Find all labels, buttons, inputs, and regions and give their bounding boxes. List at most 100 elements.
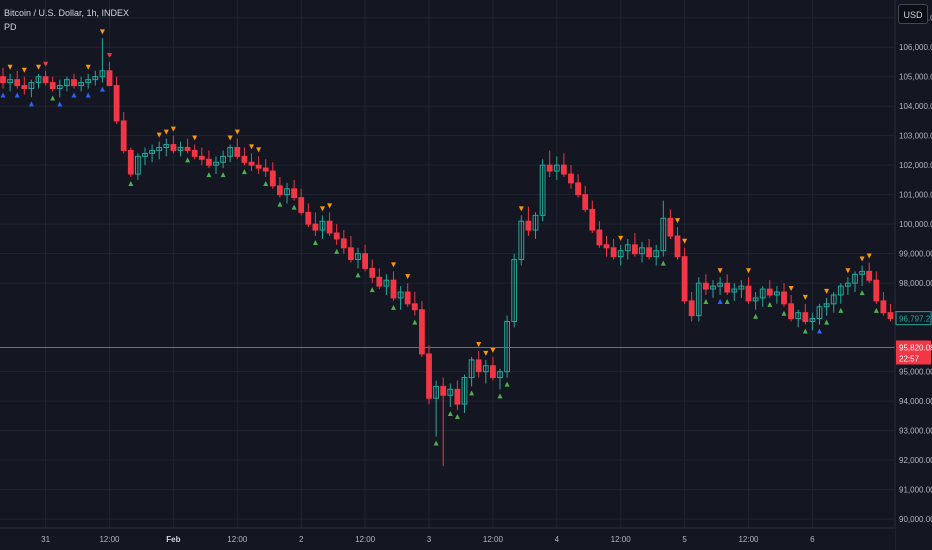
candle-body: [269, 170, 276, 187]
candle-body: [355, 253, 361, 261]
strong-buy-signal-marker: [71, 92, 77, 98]
buy-signal-marker: [312, 239, 318, 245]
candle-body: [227, 146, 234, 157]
buy-signal-marker: [433, 440, 439, 446]
candle-body: [433, 385, 440, 399]
sell-signal-marker: [618, 235, 624, 241]
candle-body: [0, 76, 6, 84]
buy-signal-marker: [447, 411, 453, 417]
sell-signal-marker: [476, 342, 482, 348]
candle-body: [561, 164, 567, 175]
x-tick-label: Feb: [166, 535, 180, 544]
sell-signal-marker: [866, 253, 872, 259]
sell-signal-marker: [21, 67, 27, 73]
candlestick-series: [0, 38, 894, 467]
y-tick-label: 92,000.00: [899, 456, 932, 465]
candle-body: [681, 256, 688, 302]
candle-body: [461, 377, 468, 405]
buy-signal-marker: [873, 307, 879, 313]
sell-signal-marker: [675, 218, 680, 224]
candle-body: [575, 182, 582, 196]
buy-signal-marker: [277, 201, 283, 207]
candle-body: [404, 291, 411, 305]
candle-body: [56, 85, 63, 89]
candle-body: [362, 253, 369, 269]
candle-body: [255, 164, 262, 169]
candle-body: [305, 211, 312, 225]
candle-body: [49, 82, 56, 89]
candle-body: [156, 146, 163, 151]
buy-signal-marker: [50, 95, 56, 101]
candle-body: [731, 288, 738, 293]
time-axis-background: [0, 528, 895, 550]
buy-signal-marker: [220, 172, 226, 178]
candle-body: [873, 279, 880, 302]
current-price-tag: [896, 340, 931, 365]
x-tick-label: 12:00: [611, 535, 632, 544]
candle-body: [113, 85, 120, 122]
candle-body: [880, 300, 887, 314]
candle-body: [525, 220, 532, 231]
x-tick-label: 5: [682, 535, 687, 544]
candle-body: [369, 267, 376, 278]
candle-body: [632, 244, 638, 255]
candle-body: [802, 312, 809, 323]
candle-body: [752, 297, 759, 302]
candle-body: [28, 82, 35, 89]
sell-signal-marker: [327, 203, 333, 209]
buy-signal-marker: [504, 381, 510, 387]
sell-signal-marker: [7, 64, 13, 70]
candle-body: [135, 155, 141, 175]
y-tick-label: 102,000.00: [899, 161, 932, 170]
candle-body: [568, 173, 574, 184]
sell-signal-marker: [163, 129, 169, 135]
candle-body: [724, 282, 731, 293]
candle-body: [440, 385, 447, 396]
y-tick-label: 100,000.00: [899, 220, 932, 229]
y-tick-label: 99,000.00: [899, 250, 932, 259]
sell-signal-marker: [36, 64, 41, 70]
candle-body: [7, 79, 13, 84]
sell-signal-marker: [405, 274, 411, 280]
currency-button[interactable]: USD: [898, 4, 928, 24]
x-tick-label: 31: [41, 535, 50, 544]
candle-body: [610, 247, 617, 258]
candle-body: [142, 152, 148, 157]
buy-signal-marker: [703, 298, 709, 304]
candle-body: [340, 238, 347, 249]
candle-body: [312, 223, 319, 231]
time-axis[interactable]: 31 12:00 Feb 12:00 2 12:00 3 12:00 4 12:00 5 12:00 6: [0, 527, 895, 550]
strong-buy-signal-marker: [817, 328, 822, 334]
candle-body: [397, 291, 404, 299]
candle-body: [518, 220, 525, 261]
candle-body: [745, 285, 752, 302]
candle-body: [823, 303, 830, 308]
candle-body: [596, 229, 603, 246]
sell-signal-marker: [99, 29, 105, 35]
price-axis[interactable]: 90,000.00 91,000.00 92,000.00 93,000.00 94,0…: [894, 0, 932, 550]
indicator-label[interactable]: PD: [4, 22, 17, 32]
buy-signal-marker: [355, 272, 361, 278]
buy-signal-marker: [497, 393, 503, 399]
candle-body: [816, 306, 823, 320]
sell-signal-marker: [824, 288, 830, 294]
candle-body: [291, 188, 298, 199]
candle-body: [766, 288, 773, 296]
strong-buy-signal-marker: [0, 92, 6, 98]
candle-body: [71, 79, 77, 87]
candle-body: [511, 259, 518, 323]
buy-signal-marker: [128, 180, 134, 186]
candle-body: [695, 282, 702, 317]
sell-signal-marker: [192, 135, 198, 141]
strong-buy-signal-marker: [717, 298, 723, 304]
candle-body: [419, 309, 425, 355]
strong-sell-signal-marker: [43, 61, 49, 67]
candle-body: [497, 371, 503, 379]
sell-signal-marker: [788, 285, 794, 291]
price-countdown-label: 22:57: [899, 354, 920, 363]
x-tick-label: 12:00: [738, 535, 759, 544]
candle-body: [710, 285, 716, 290]
candle-body: [532, 214, 539, 231]
candle-body: [298, 197, 305, 213]
